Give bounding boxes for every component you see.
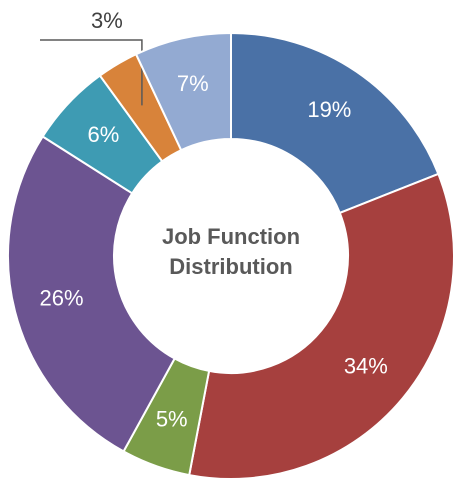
chart-title: Job Function Distribution <box>161 224 301 279</box>
data-label: 26% <box>39 285 83 310</box>
data-label: 34% <box>344 353 388 378</box>
data-label: 19% <box>307 97 351 122</box>
data-label: 5% <box>156 406 188 431</box>
data-label: 7% <box>177 71 209 96</box>
donut-slice <box>134 31 232 152</box>
data-label: 3% <box>91 8 123 33</box>
donut-slice <box>230 31 440 215</box>
leader-line <box>40 39 143 106</box>
donut-slice <box>188 172 455 480</box>
data-label: 6% <box>88 122 120 147</box>
donut-slice <box>7 135 176 453</box>
